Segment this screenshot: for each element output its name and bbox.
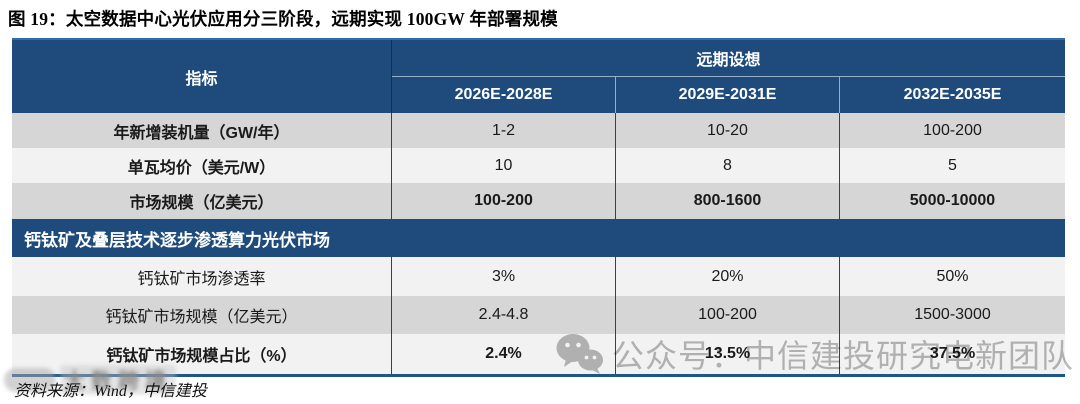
- table-cell: 100-200: [840, 113, 1065, 148]
- table-cell: 1-2: [392, 113, 616, 148]
- indicator-header-cell: 指标: [12, 40, 392, 113]
- table-cell: 1500-3000: [840, 296, 1065, 334]
- column-header-period-2: 2029E-2031E: [616, 77, 840, 113]
- column-header-period-1: 2026E-2028E: [392, 77, 616, 113]
- table-cell: 2.4-4.8: [392, 296, 616, 334]
- table-cell: 2.4%: [392, 334, 616, 374]
- figure-title: 图 19：太空数据中心光伏应用分三阶段，远期实现 100GW 年部署规模: [8, 9, 558, 29]
- table-cell: 3%: [392, 257, 616, 296]
- source-note: 资料来源：Wind，中信建投: [14, 383, 207, 400]
- section-header-perovskite: 钙钛矿及叠层技术逐步渗透算力光伏市场: [12, 219, 1065, 257]
- table-cell: 5: [840, 148, 1065, 183]
- data-table: 指标 远期设想 2026E-2028E 2029E-2031E 2032E-20…: [12, 38, 1065, 377]
- table-cell: 5000-10000: [840, 183, 1065, 219]
- table-cell: 100-200: [392, 183, 616, 219]
- table-cell: 10: [392, 148, 616, 183]
- table-cell: 800-1600: [616, 183, 840, 219]
- row-label-price-per-watt: 单瓦均价（美元/W）: [12, 148, 392, 183]
- column-header-period-3: 2032E-2035E: [840, 77, 1065, 113]
- table-cell: 37.5%: [840, 334, 1065, 374]
- row-label-perovskite-share: 钙钛矿市场规模占比（%）: [12, 334, 392, 374]
- table-cell: 10-20: [616, 113, 840, 148]
- row-label-market-size: 市场规模（亿美元）: [12, 183, 392, 219]
- table-cell: 20%: [616, 257, 840, 296]
- table-cell: 50%: [840, 257, 1065, 296]
- table-cell: 13.5%: [616, 334, 840, 374]
- group-header-cell: 远期设想: [392, 40, 1065, 77]
- table-cell: 100-200: [616, 296, 840, 334]
- table-cell: 8: [616, 148, 840, 183]
- row-label-perovskite-market-size: 钙钛矿市场规模（亿美元）: [12, 296, 392, 334]
- row-label-perovskite-penetration: 钙钛矿市场渗透率: [12, 257, 392, 296]
- row-label-annual-installs: 年新增装机量（GW/年）: [12, 113, 392, 148]
